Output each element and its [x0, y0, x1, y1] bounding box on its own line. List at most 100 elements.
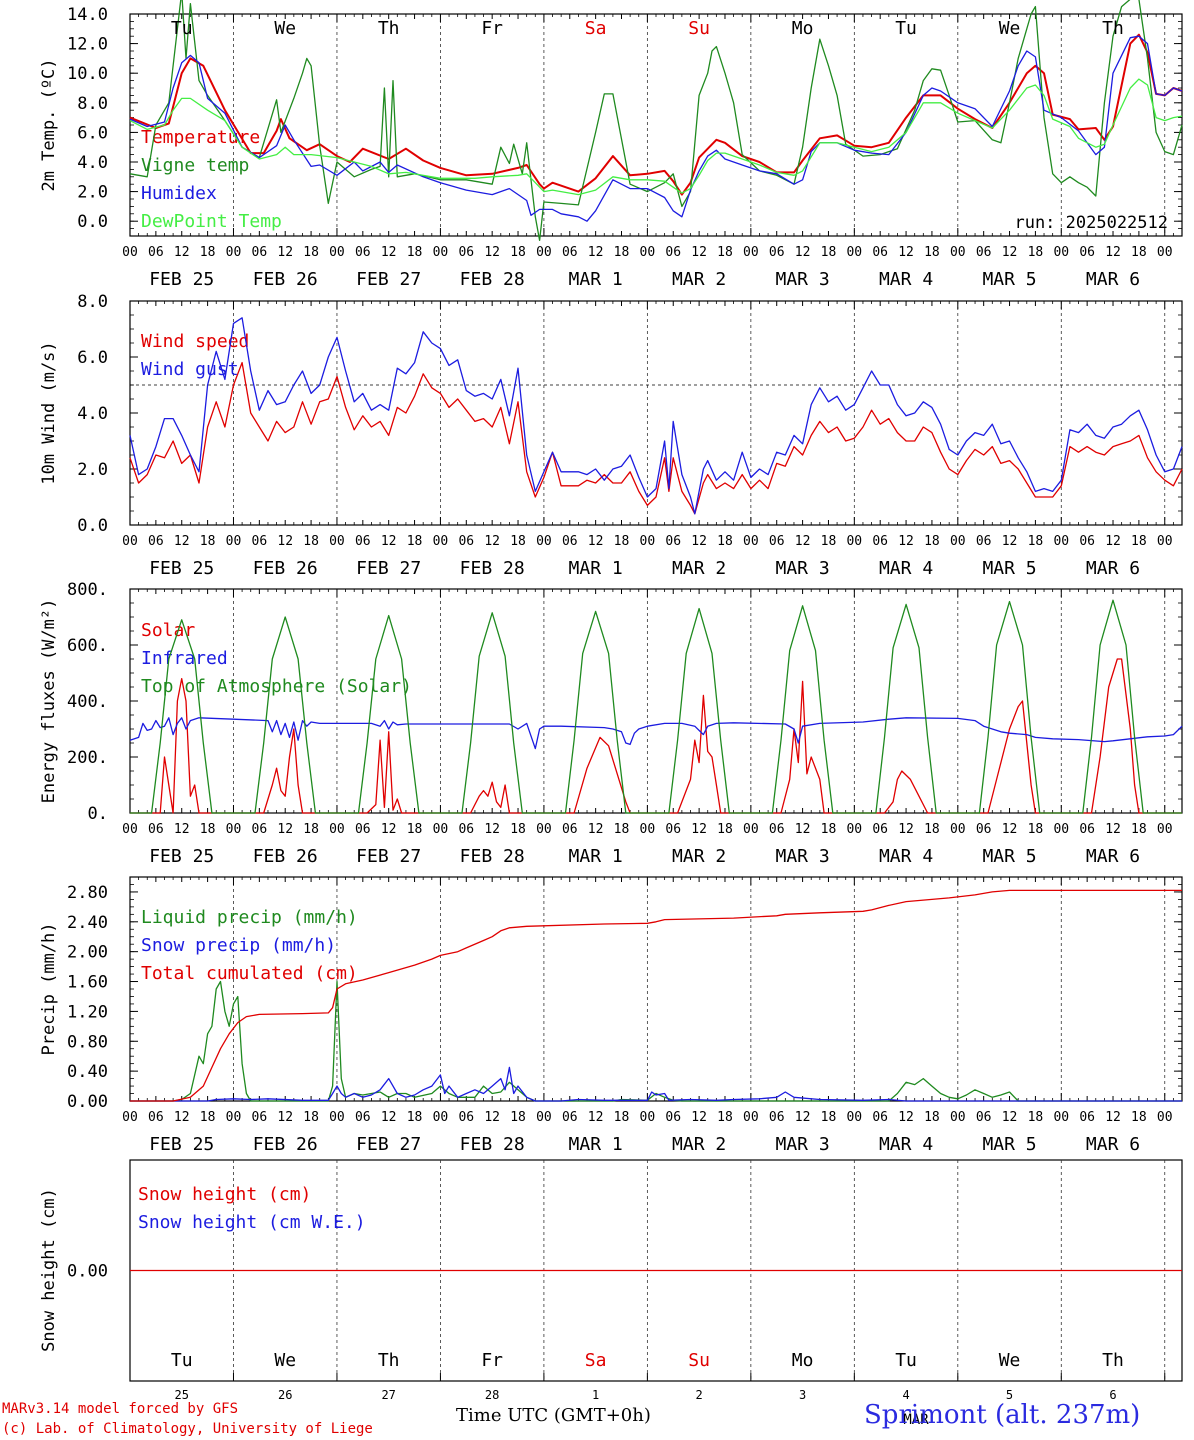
hour-tick-label: 18 — [303, 1110, 319, 1125]
hour-tick-label: 00 — [122, 1110, 138, 1125]
series-line-infrared — [129, 717, 1183, 750]
x-axis-title: Time UTC (GMT+0h) — [456, 1405, 651, 1426]
hour-tick-label: 12 — [277, 534, 293, 549]
date-label: MAR 1 — [569, 558, 623, 579]
day-name-label: Th — [1102, 18, 1124, 39]
series-line-wind-gust — [129, 317, 1183, 515]
date-label: MAR 2 — [672, 269, 726, 290]
hour-tick-label: 12 — [588, 534, 604, 549]
y-tick-label: 0.80 — [67, 1032, 108, 1052]
panel-frame — [129, 13, 1183, 237]
series-line-wind-speed — [129, 361, 1183, 515]
day-name-label: We — [999, 18, 1021, 39]
date-label: MAR 6 — [1086, 1134, 1140, 1155]
day-name-label: We — [274, 18, 296, 39]
y-tick-label: 600. — [67, 636, 108, 656]
hour-tick-label: 06 — [562, 822, 578, 837]
hour-tick-label: 18 — [407, 822, 423, 837]
hour-tick-label: 18 — [614, 1110, 630, 1125]
hour-tick-label: 18 — [510, 1110, 526, 1125]
hour-tick-label: 00 — [640, 534, 656, 549]
hour-tick-label: 18 — [1131, 1110, 1147, 1125]
y-tick-label: 1.20 — [67, 1002, 108, 1022]
legend-entry: Total cumulated (cm) — [141, 963, 358, 984]
hour-tick-label: 00 — [743, 245, 759, 260]
series-line-total-cumulated-cm — [130, 889, 1182, 1102]
hour-tick-label: 00 — [226, 245, 242, 260]
y-tick-label: 400. — [67, 692, 108, 712]
date-label: FEB 27 — [356, 269, 421, 290]
hour-tick-label: 18 — [1028, 245, 1044, 260]
hour-tick-label: 18 — [717, 1110, 733, 1125]
legend-entry: Temperature — [141, 127, 260, 148]
date-label: MAR 6 — [1086, 558, 1140, 579]
legend-entry: Infrared — [141, 648, 228, 669]
hour-tick-label: 00 — [536, 534, 552, 549]
date-label: MAR 5 — [982, 558, 1036, 579]
series-line-liquid-precip-mm-h — [130, 980, 1182, 1102]
legend-entry: Humidex — [141, 183, 217, 204]
hour-tick-label: 12 — [795, 822, 811, 837]
bottom-day-name: Tu — [895, 1350, 917, 1371]
y-tick-label: 0.0 — [77, 212, 108, 232]
date-label: FEB 27 — [356, 846, 421, 867]
y-tick-label: 0.0 — [77, 516, 108, 536]
date-label: FEB 28 — [460, 269, 525, 290]
date-label: MAR 4 — [879, 1134, 933, 1155]
hour-tick-label: 18 — [614, 822, 630, 837]
hour-tick-label: 06 — [769, 534, 785, 549]
bottom-day-number: 6 — [1109, 1388, 1116, 1402]
hour-tick-label: 00 — [1157, 1110, 1173, 1125]
hour-tick-label: 12 — [1105, 534, 1121, 549]
hour-tick-label: 12 — [1105, 1110, 1121, 1125]
date-label: FEB 26 — [253, 269, 318, 290]
hour-tick-label: 12 — [174, 534, 190, 549]
date-label: FEB 26 — [253, 846, 318, 867]
bottom-day-name: Su — [688, 1350, 710, 1371]
day-name-label: Tu — [895, 18, 917, 39]
date-label: MAR 3 — [775, 558, 829, 579]
hour-tick-label: 06 — [1079, 822, 1095, 837]
hour-tick-label: 12 — [795, 1110, 811, 1125]
hour-tick-label: 12 — [691, 822, 707, 837]
day-name-label: Sa — [585, 18, 607, 39]
hour-tick-label: 12 — [381, 1110, 397, 1125]
date-label: MAR 1 — [569, 846, 623, 867]
hour-tick-label: 12 — [691, 245, 707, 260]
hour-tick-label: 06 — [976, 534, 992, 549]
hour-tick-label: 18 — [407, 245, 423, 260]
hour-tick-label: 00 — [950, 245, 966, 260]
hour-tick-label: 18 — [303, 822, 319, 837]
date-label: MAR 5 — [982, 846, 1036, 867]
hour-tick-label: 12 — [1105, 245, 1121, 260]
hour-tick-label: 18 — [1028, 822, 1044, 837]
hour-tick-label: 18 — [821, 822, 837, 837]
hour-tick-label: 00 — [1053, 1110, 1069, 1125]
lab-credit: (c) Lab. of Climatology, University of L… — [2, 1421, 373, 1437]
hour-tick-label: 06 — [769, 822, 785, 837]
bottom-day-name: Sa — [585, 1350, 607, 1371]
hour-tick-label: 18 — [200, 1110, 216, 1125]
hour-tick-label: 00 — [329, 245, 345, 260]
date-label: MAR 6 — [1086, 269, 1140, 290]
hour-tick-label: 00 — [226, 534, 242, 549]
hour-tick-label: 06 — [148, 245, 164, 260]
hour-tick-label: 12 — [381, 245, 397, 260]
date-label: FEB 27 — [356, 558, 421, 579]
hour-tick-label: 12 — [898, 822, 914, 837]
hour-tick-label: 12 — [588, 822, 604, 837]
legend-entry: Wind speed — [141, 331, 249, 352]
hour-tick-label: 00 — [122, 245, 138, 260]
date-label: MAR 3 — [775, 269, 829, 290]
hour-tick-label: 18 — [510, 534, 526, 549]
hour-tick-label: 00 — [1157, 245, 1173, 260]
hour-tick-label: 00 — [1053, 822, 1069, 837]
hour-tick-label: 12 — [381, 534, 397, 549]
bottom-day-number: 1 — [592, 1388, 599, 1402]
hour-tick-label: 00 — [536, 822, 552, 837]
hour-tick-label: 18 — [1028, 534, 1044, 549]
hour-tick-label: 18 — [1131, 245, 1147, 260]
legend-entry: Liquid precip (mm/h) — [141, 907, 358, 928]
hour-tick-label: 06 — [252, 1110, 268, 1125]
